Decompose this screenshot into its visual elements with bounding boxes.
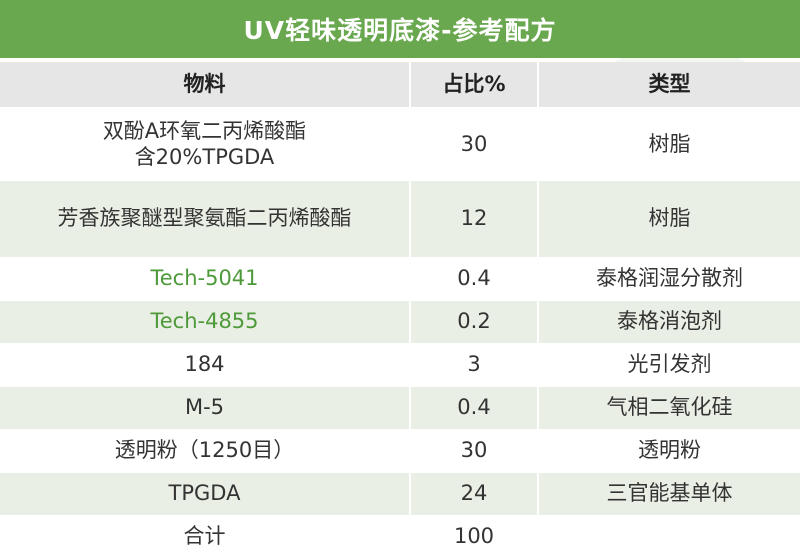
material-cell: 芳香族聚醚型聚氨酯二丙烯酸酯 (0, 180, 411, 258)
ratio-cell: 0.4 (410, 386, 539, 430)
table-row: Tech-5041 0.4 泰格润湿分散剂 (0, 257, 800, 301)
page-title: UV轻味透明底漆-参考配方 (0, 0, 800, 58)
table-row: Tech-4855 0.2 泰格消泡剂 (0, 300, 800, 344)
material-cell: 184 (0, 343, 411, 387)
ratio-cell: 0.4 (410, 257, 539, 301)
table-row: 芳香族聚醚型聚氨酯二丙烯酸酯 12 树脂 (0, 180, 800, 258)
material-cell: 双酚A环氧二丙烯酸酯 含20%TPGDA (0, 108, 411, 181)
material-cell: 透明粉（1250目） (0, 429, 411, 473)
type-cell: 三官能基单体 (538, 472, 800, 516)
type-cell: 树脂 (538, 108, 800, 181)
type-cell: 泰格消泡剂 (538, 300, 800, 344)
ratio-cell: 24 (410, 472, 539, 516)
table-row-total: 合计 100 (0, 515, 800, 558)
ratio-cell: 30 (410, 108, 539, 181)
table-row: 184 3 光引发剂 (0, 343, 800, 387)
material-cell: Tech-5041 (0, 257, 411, 301)
type-cell: 光引发剂 (538, 343, 800, 387)
ratio-cell: 12 (410, 180, 539, 258)
column-header-material: 物料 (0, 62, 411, 109)
ratio-cell: 30 (410, 429, 539, 473)
material-cell: TPGDA (0, 472, 411, 516)
column-header-ratio: 占比% (410, 62, 539, 109)
total-ratio-cell: 100 (410, 515, 539, 558)
material-name-line: 含20%TPGDA (134, 145, 275, 170)
ratio-cell: 0.2 (410, 300, 539, 344)
column-header-type: 类型 (538, 62, 800, 109)
table-row: 透明粉（1250目） 30 透明粉 (0, 429, 800, 473)
material-cell: M-5 (0, 386, 411, 430)
type-cell: 气相二氧化硅 (538, 386, 800, 430)
table-row: 双酚A环氧二丙烯酸酯 含20%TPGDA 30 树脂 (0, 108, 800, 181)
recipe-table: 物料 占比% 类型 双酚A环氧二丙烯酸酯 含20%TPGDA 30 树脂 芳香族… (0, 62, 800, 558)
ratio-cell: 3 (410, 343, 539, 387)
table-header-row: 物料 占比% 类型 (0, 62, 800, 109)
type-cell: 泰格润湿分散剂 (538, 257, 800, 301)
type-cell (538, 515, 800, 558)
table-row: TPGDA 24 三官能基单体 (0, 472, 800, 516)
type-cell: 树脂 (538, 180, 800, 258)
type-cell: 透明粉 (538, 429, 800, 473)
total-label-cell: 合计 (0, 515, 411, 558)
material-name-line: 双酚A环氧二丙烯酸酯 (102, 119, 307, 143)
table-row: M-5 0.4 气相二氧化硅 (0, 386, 800, 430)
material-cell: Tech-4855 (0, 300, 411, 344)
